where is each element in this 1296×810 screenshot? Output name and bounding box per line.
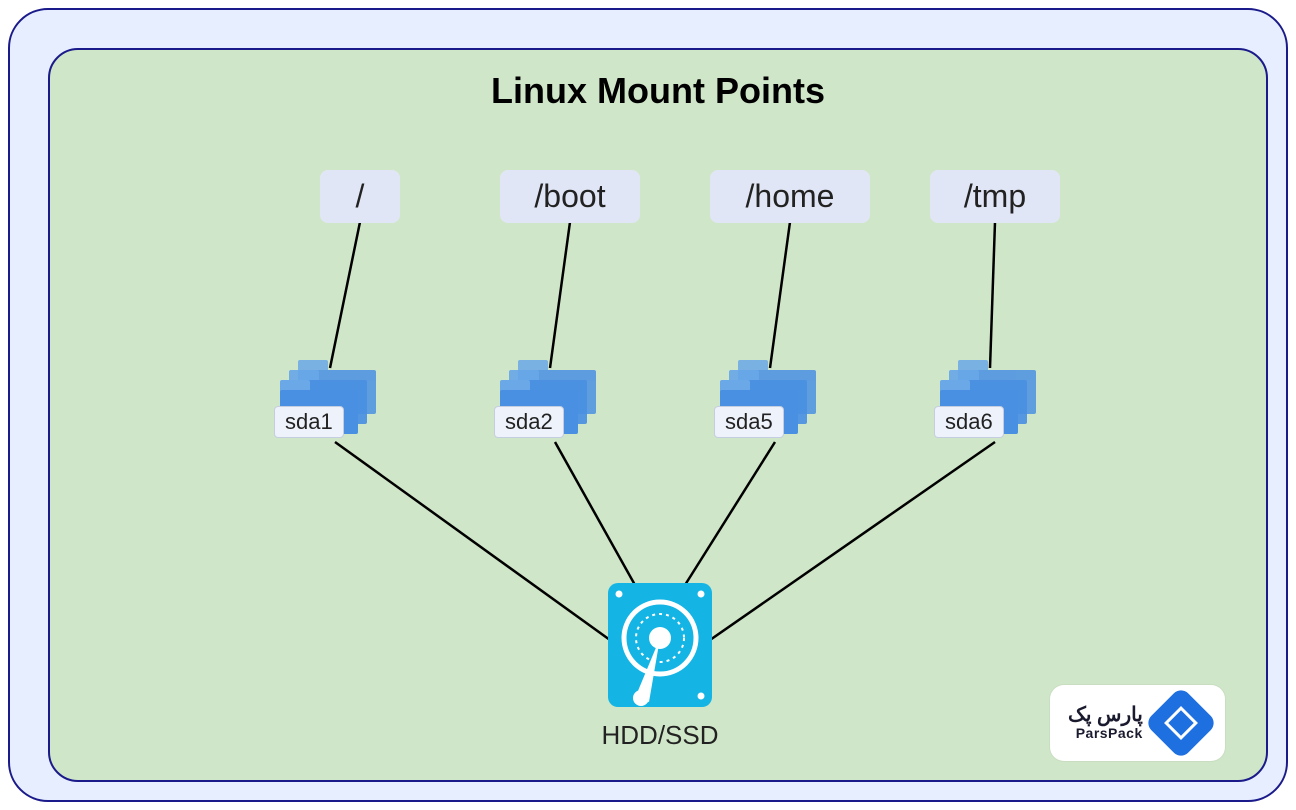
logo-persian-text: پارس پک	[1068, 705, 1143, 726]
mount-point-box: /tmp	[930, 170, 1060, 223]
logo-diamond-icon	[1144, 686, 1218, 760]
outer-frame: Linux Mount Points //boot/home/tmp sda1s…	[8, 8, 1288, 802]
logo-text: پارس پک ParsPack	[1068, 705, 1143, 741]
disk-label: HDD/SSD	[590, 720, 730, 751]
diagram-canvas: Linux Mount Points //boot/home/tmp sda1s…	[48, 48, 1268, 782]
partition-label: sda5	[714, 406, 784, 438]
diagram-title: Linux Mount Points	[50, 70, 1266, 112]
partition-folder: sda2	[500, 360, 600, 440]
partition-folder: sda1	[280, 360, 380, 440]
partition-folder: sda6	[940, 360, 1040, 440]
parspack-logo: پارس پک ParsPack	[1050, 685, 1225, 761]
partition-label: sda6	[934, 406, 1004, 438]
partition-folder: sda5	[720, 360, 820, 440]
mount-point-box: /	[320, 170, 400, 223]
partition-label: sda1	[274, 406, 344, 438]
logo-latin-text: ParsPack	[1076, 726, 1143, 741]
disk-icon	[605, 580, 715, 710]
mount-point-box: /boot	[500, 170, 640, 223]
mount-point-box: /home	[710, 170, 870, 223]
partition-label: sda2	[494, 406, 564, 438]
